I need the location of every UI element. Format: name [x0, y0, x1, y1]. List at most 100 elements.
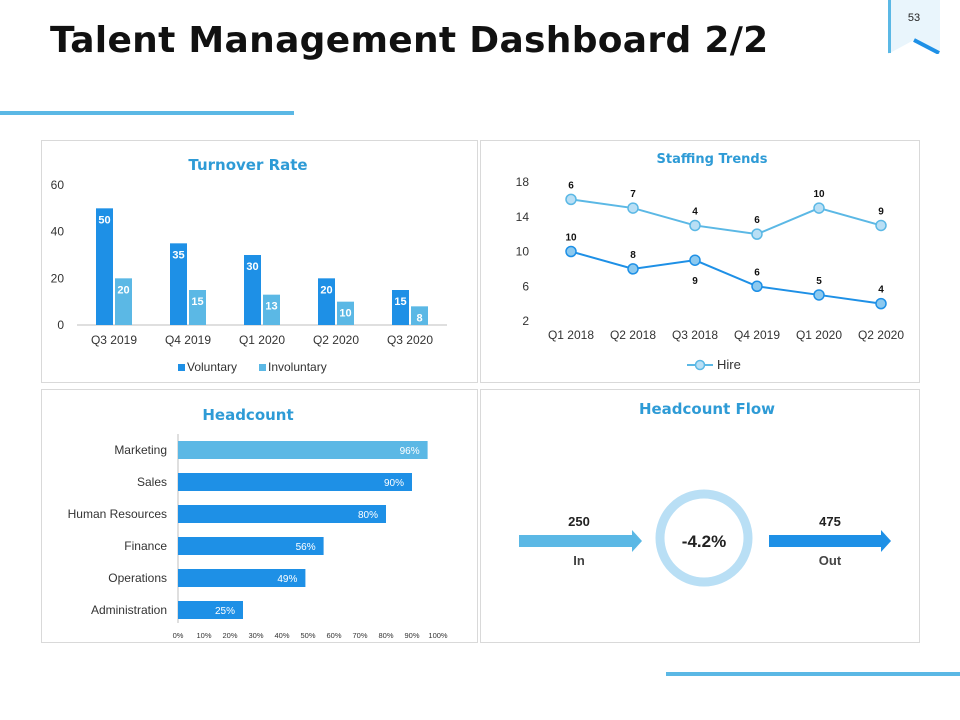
- headcount-bar-value: 25%: [215, 606, 235, 617]
- turnover-x-label: Q3 2020: [387, 333, 433, 347]
- turnover-y-tick: 20: [51, 271, 65, 285]
- legend-label-voluntary: Voluntary: [187, 360, 237, 374]
- staffing-data-label: 4: [692, 206, 698, 217]
- headcount-x-tick: 80%: [378, 631, 393, 640]
- staffing-data-label: 10: [565, 233, 577, 244]
- headcount-bar-value: 96%: [400, 446, 420, 457]
- staffing-point: [627, 263, 639, 275]
- headcount-category-label: Sales: [137, 475, 167, 489]
- headcount-x-tick: 10%: [196, 631, 211, 640]
- turnover-bar-value: 50: [98, 214, 110, 226]
- headcount-bar-value: 49%: [277, 574, 297, 585]
- turnover-bar-voluntary: [392, 290, 409, 325]
- headcount-bar: [178, 537, 324, 555]
- legend-swatch-voluntary: [178, 364, 185, 371]
- turnover-bar-voluntary: [96, 208, 113, 325]
- headcount-bar: [178, 441, 428, 459]
- in-arrow-icon: [519, 530, 642, 552]
- staffing-data-label: 9: [878, 206, 884, 217]
- out-label: Out: [819, 553, 842, 568]
- headcount-category-label: Marketing: [114, 443, 167, 457]
- turnover-x-label: Q1 2020: [239, 333, 285, 347]
- staffing-point: [565, 245, 577, 258]
- turnover-bar-voluntary: [170, 243, 187, 325]
- headcount-x-tick: 30%: [248, 631, 263, 640]
- headcount-bar: [178, 569, 306, 587]
- out-value: 475: [819, 514, 841, 529]
- staffing-y-tick: 6: [522, 279, 529, 293]
- headcount-x-tick: 60%: [326, 631, 341, 640]
- headcount-x-tick: 40%: [274, 631, 289, 640]
- legend-label-hire: Hire: [717, 357, 741, 372]
- headcount-bar-value: 80%: [358, 510, 378, 521]
- title-underline-bar: [0, 111, 294, 115]
- legend-swatch-involuntary: [259, 364, 266, 371]
- turnover-bar-voluntary: [318, 278, 335, 325]
- turnover-bar-value: 10: [339, 308, 351, 320]
- headcount-bar: [178, 505, 386, 523]
- headcount-category-label: Operations: [108, 571, 167, 585]
- staffing-x-label: Q2 2018: [610, 328, 656, 342]
- turnover-chart-title: Turnover Rate: [188, 156, 307, 174]
- staffing-point: [689, 219, 701, 232]
- headcount-chart: Headcount Marketing Sales Human Resources F…: [68, 406, 448, 640]
- turnover-legend: Voluntary Involuntary: [178, 360, 327, 374]
- staffing-x-label: Q4 2019: [734, 328, 780, 342]
- out-arrow-icon: [769, 530, 891, 552]
- turnover-y-tick: 40: [51, 225, 65, 239]
- turnover-x-label: Q4 2019: [165, 333, 211, 347]
- staffing-point: [875, 297, 887, 310]
- headcount-x-tick: 20%: [222, 631, 237, 640]
- turnover-bar-involuntary: [337, 301, 354, 325]
- staffing-data-label: 9: [692, 276, 698, 287]
- legend-label-involuntary: Involuntary: [268, 360, 327, 374]
- turnover-y-tick: 0: [57, 318, 64, 332]
- staffing-point: [813, 202, 825, 214]
- staffing-y-tick: 2: [522, 314, 529, 328]
- staffing-data-label: 6: [754, 267, 760, 278]
- staffing-legend: Hire: [687, 357, 741, 372]
- turnover-bar-voluntary: [244, 255, 261, 325]
- turnover-bar-involuntary: [411, 306, 428, 325]
- headcount-x-tick: 90%: [404, 631, 419, 640]
- staffing-trends-panel: Staffing Trends 2 6 10 14 18 Q1 2018 Q2 2018 Q…: [480, 140, 920, 383]
- staffing-y-tick: 10: [516, 245, 530, 259]
- staffing-data-label: 10: [813, 189, 825, 200]
- staffing-x-label: Q1 2020: [796, 328, 842, 342]
- headcount-flow-panel: Headcount Flow 250 In -4.2% 475 Out: [480, 389, 920, 643]
- headcount-x-tick: 50%: [300, 631, 315, 640]
- headcount-x-tick: 70%: [352, 631, 367, 640]
- page-number-flag: [888, 0, 940, 54]
- staffing-point: [689, 254, 701, 266]
- turnover-bar-value: 8: [416, 312, 422, 324]
- staffing-point: [627, 202, 639, 214]
- headcount-bar-value: 90%: [384, 478, 404, 489]
- headcount-x-tick: 100%: [428, 631, 448, 640]
- in-value: 250: [568, 514, 590, 529]
- headcount-x-tick: 0%: [173, 631, 184, 640]
- turnover-x-label: Q2 2020: [313, 333, 359, 347]
- staffing-point: [565, 193, 577, 206]
- headcount-flow-title: Headcount Flow: [639, 400, 775, 418]
- staffing-data-label: 6: [568, 180, 574, 191]
- legend-marker-hire: [694, 359, 706, 371]
- change-ring: [655, 489, 753, 587]
- headcount-bar-value: 56%: [296, 542, 316, 553]
- turnover-bar-involuntary: [115, 278, 132, 325]
- turnover-bar-involuntary: [263, 294, 280, 325]
- turnover-x-label: Q3 2019: [91, 333, 137, 347]
- headcount-flow-graphic: Headcount Flow 250 In -4.2% 475 Out: [519, 400, 891, 587]
- staffing-y-tick: 18: [516, 175, 530, 189]
- change-value: -4.2%: [682, 532, 726, 551]
- staffing-line-secondary: [570, 250, 882, 305]
- turnover-rate-panel: Turnover Rate 0 20 40 60 50 20 35 15 30 13 20 10 15…: [41, 140, 478, 383]
- staffing-data-label: 5: [816, 276, 822, 287]
- turnover-bar-value: 20: [320, 284, 332, 296]
- turnover-bar-involuntary: [189, 290, 206, 325]
- staffing-point: [751, 228, 763, 240]
- turnover-bar-value: 15: [191, 296, 203, 308]
- headcount-bar: [178, 601, 243, 619]
- page-title: Talent Management Dashboard 2/2: [50, 20, 769, 61]
- headcount-chart-title: Headcount: [202, 406, 293, 424]
- staffing-data-label: 4: [878, 285, 884, 296]
